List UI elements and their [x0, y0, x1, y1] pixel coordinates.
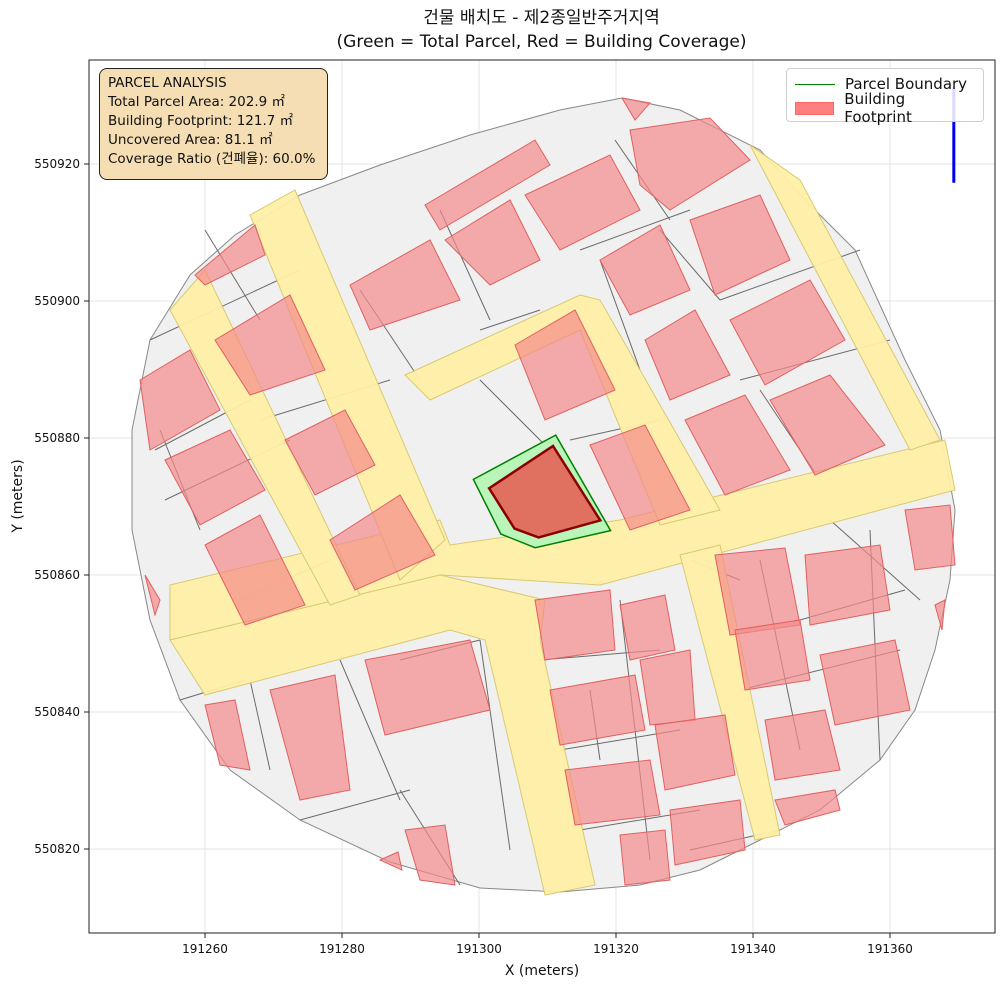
building — [404, 824, 456, 886]
x-tick-label: 191360 — [867, 942, 913, 956]
target-building-footprint[interactable] — [487, 444, 603, 539]
map-area — [89, 60, 995, 933]
y-tick-label: 550920 — [34, 157, 80, 171]
x-axis-label: X (meters) — [505, 963, 579, 979]
building — [654, 714, 736, 791]
legend: Parcel Boundary Building Footprint — [786, 68, 984, 126]
x-tick-label: 191300 — [456, 942, 502, 956]
building — [621, 97, 651, 121]
legend-line-swatch — [795, 83, 835, 85]
y-tick-labels: 550820 550840 550860 550880 550900 55092… — [34, 157, 80, 856]
legend-label: Building Footprint — [844, 90, 912, 126]
building — [619, 829, 671, 886]
x-tick-label: 191260 — [182, 942, 228, 956]
chart-title-line2: (Green = Total Parcel, Red = Building Co… — [336, 32, 747, 52]
building — [669, 799, 746, 866]
y-tick-label: 550880 — [34, 431, 80, 445]
chart-title-line1: 건물 배치도 - 제2종일반주거지역 — [423, 8, 660, 28]
building — [684, 394, 791, 496]
building — [269, 674, 351, 801]
x-tick-label: 191340 — [730, 942, 776, 956]
y-tick-label: 550860 — [34, 568, 80, 582]
building — [644, 309, 731, 401]
analysis-footprint: Building Footprint: 121.7 ㎡ — [108, 113, 294, 129]
legend-item-parcel: Parcel Boundary — [795, 72, 975, 96]
chart-title: 건물 배치도 - 제2종일반주거지역 (Green = Total Parcel… — [0, 6, 1005, 54]
road-northeast — [749, 144, 941, 451]
y-tick-marks — [84, 163, 89, 850]
analysis-total-area: Total Parcel Area: 202.9 ㎡ — [108, 94, 285, 110]
building — [934, 599, 946, 631]
building — [139, 349, 221, 451]
building — [194, 224, 266, 286]
building — [214, 294, 326, 396]
y-tick-label: 550900 — [34, 294, 80, 308]
building — [284, 409, 376, 496]
x-tick-label: 191320 — [593, 942, 639, 956]
building — [564, 759, 661, 826]
building — [819, 639, 911, 726]
building — [734, 619, 811, 691]
parcel-analysis-box: PARCEL ANALYSIS Total Parcel Area: 202.9… — [99, 68, 328, 180]
building — [329, 494, 436, 591]
x-tick-marks — [204, 933, 891, 938]
building — [144, 574, 161, 617]
y-tick-label: 550840 — [34, 705, 80, 719]
building — [629, 117, 751, 211]
analysis-uncovered: Uncovered Area: 81.1 ㎡ — [108, 132, 273, 148]
y-tick-label: 550820 — [34, 842, 80, 856]
context-buildings — [139, 97, 956, 886]
building — [364, 639, 491, 736]
building — [349, 239, 461, 331]
building — [769, 374, 886, 476]
legend-patch-swatch — [795, 101, 835, 115]
building — [764, 709, 841, 781]
building — [378, 851, 403, 871]
y-axis-label: Y (meters) — [10, 459, 26, 533]
building — [589, 424, 691, 531]
building — [164, 429, 266, 526]
plot-frame — [88, 59, 996, 934]
legend-item-building: Building Footprint — [795, 90, 975, 126]
building — [204, 514, 306, 626]
building — [524, 154, 641, 251]
road-south — [169, 574, 596, 896]
building — [599, 224, 691, 316]
building — [424, 139, 551, 231]
analysis-coverage: Coverage Ratio (건폐율): 60.0% — [108, 151, 316, 167]
building — [639, 649, 696, 726]
x-tick-labels: 191260 191280 191300 191320 191340 19136… — [182, 942, 913, 956]
building — [204, 699, 251, 771]
building — [729, 279, 846, 386]
building — [689, 194, 791, 296]
legend-label: Parcel Boundary — [845, 75, 968, 93]
analysis-heading: PARCEL ANALYSIS — [108, 75, 227, 91]
building — [534, 589, 616, 661]
building — [804, 544, 891, 626]
building — [514, 309, 616, 421]
building — [444, 199, 541, 286]
building — [549, 674, 646, 746]
building — [904, 504, 956, 571]
building — [774, 789, 841, 826]
x-tick-label: 191280 — [319, 942, 365, 956]
road-west-diagonal — [169, 269, 361, 606]
building — [619, 594, 676, 661]
